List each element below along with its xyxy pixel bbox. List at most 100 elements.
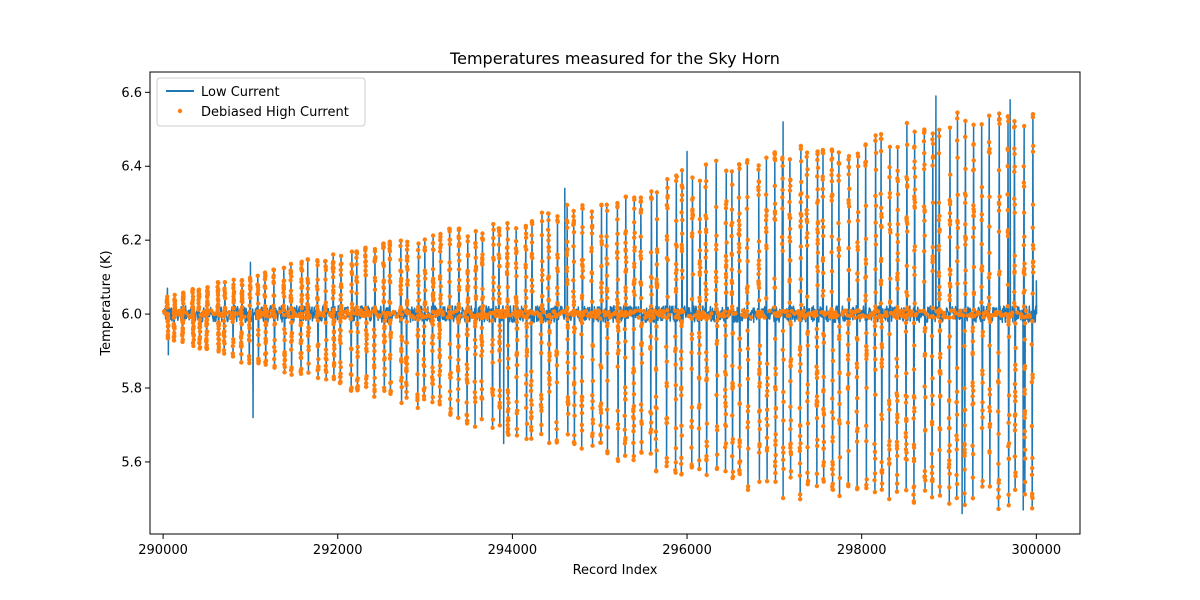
high-current-point: [222, 305, 228, 310]
high-current-point: [638, 249, 643, 254]
high-current-point: [1027, 314, 1032, 319]
high-current-point: [805, 382, 810, 387]
high-current-point: [547, 350, 552, 356]
high-current-point: [465, 366, 470, 371]
high-current-point: [281, 312, 287, 318]
high-current-point: [946, 416, 952, 421]
high-current-point: [490, 337, 495, 343]
high-current-point: [905, 221, 910, 226]
high-current-point: [690, 212, 695, 217]
high-current-point: [281, 265, 287, 271]
high-current-point: [894, 439, 900, 445]
high-current-point: [1005, 282, 1011, 287]
high-current-point: [745, 408, 751, 414]
high-current-point: [497, 388, 502, 393]
high-current-point: [430, 266, 436, 272]
high-current-point: [579, 257, 585, 263]
high-current-point: [404, 319, 409, 324]
high-current-point: [479, 333, 484, 339]
series-debiased-high-current: [161, 110, 1036, 512]
high-current-point: [354, 261, 359, 267]
high-current-point: [756, 258, 762, 263]
high-current-point: [703, 255, 708, 260]
high-current-point: [879, 345, 885, 350]
high-current-point: [504, 269, 510, 275]
high-current-point: [1029, 493, 1035, 499]
high-current-point: [954, 389, 960, 394]
high-current-point: [289, 347, 294, 352]
high-current-point: [922, 209, 927, 215]
high-current-point: [737, 336, 742, 341]
high-current-point: [904, 263, 909, 269]
high-current-point: [797, 473, 803, 478]
high-current-point: [912, 197, 917, 202]
high-current-point: [272, 313, 277, 319]
high-current-point: [545, 276, 551, 281]
high-current-point: [1013, 399, 1018, 404]
high-current-point: [815, 250, 821, 255]
high-current-point: [773, 336, 778, 341]
high-current-point: [355, 344, 360, 350]
high-current-point: [723, 275, 729, 280]
high-current-point: [354, 279, 360, 285]
high-current-point: [820, 177, 825, 182]
high-current-point: [653, 366, 659, 371]
high-current-point: [165, 311, 170, 316]
high-current-point: [963, 268, 968, 273]
high-current-point: [772, 216, 777, 221]
high-current-point: [894, 364, 900, 370]
high-current-point: [987, 316, 992, 322]
high-current-point: [723, 281, 729, 287]
high-current-point: [447, 294, 453, 299]
high-current-point: [181, 290, 186, 295]
high-current-point: [929, 495, 935, 500]
high-current-point: [773, 438, 778, 443]
high-current-point: [247, 360, 252, 366]
high-current-point: [221, 318, 227, 324]
high-current-point: [929, 354, 935, 359]
high-current-point: [697, 376, 702, 381]
high-current-point: [398, 238, 404, 243]
high-current-point: [505, 237, 510, 242]
high-current-point: [772, 201, 778, 206]
high-current-point: [565, 312, 571, 317]
high-current-point: [846, 319, 851, 325]
high-current-point: [922, 468, 928, 474]
high-current-point: [1021, 123, 1027, 129]
high-current-point: [904, 441, 909, 447]
high-current-point: [538, 332, 544, 337]
high-current-point: [830, 416, 836, 421]
high-current-point: [963, 291, 968, 297]
high-current-point: [473, 268, 478, 273]
high-current-point: [787, 235, 792, 240]
high-current-point: [465, 278, 471, 283]
high-current-point: [473, 255, 478, 261]
high-current-point: [638, 402, 644, 407]
high-current-point: [246, 354, 252, 359]
high-current-point: [171, 338, 177, 343]
high-current-point: [298, 337, 304, 343]
high-current-point: [689, 405, 695, 410]
high-current-point: [580, 268, 585, 273]
high-current-point: [904, 457, 909, 462]
high-current-point: [729, 278, 734, 284]
high-current-point: [704, 378, 709, 383]
high-current-point: [963, 242, 968, 247]
high-current-point: [1022, 321, 1028, 326]
high-current-point: [847, 186, 852, 191]
high-current-point: [813, 309, 819, 314]
high-current-point: [829, 172, 834, 177]
high-current-point: [391, 310, 397, 316]
high-current-point: [447, 341, 453, 347]
high-current-point: [937, 127, 942, 133]
high-current-point: [780, 155, 785, 160]
high-current-point: [697, 351, 702, 356]
high-current-point: [665, 185, 670, 190]
high-current-point: [387, 273, 392, 279]
high-current-point: [546, 255, 551, 260]
high-current-point: [465, 327, 470, 332]
high-current-point: [631, 457, 636, 463]
high-current-point: [349, 271, 355, 277]
high-current-point: [854, 335, 859, 341]
high-current-point: [579, 320, 585, 326]
